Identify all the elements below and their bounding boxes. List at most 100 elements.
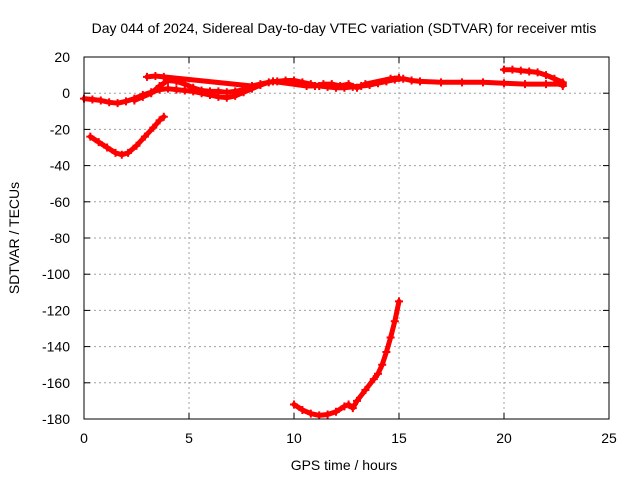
data-point (155, 81, 164, 90)
data-point (319, 80, 328, 89)
data-point (311, 81, 319, 90)
data-point (138, 92, 147, 101)
data-point (458, 78, 466, 87)
data-point (164, 84, 172, 93)
data-point (525, 67, 534, 76)
data-point (516, 66, 525, 75)
data-point (189, 83, 198, 92)
data-point (479, 78, 487, 87)
data-point (206, 87, 214, 96)
grid-lines (84, 57, 609, 419)
data-point (132, 141, 141, 150)
data-point (140, 132, 149, 141)
data-point (143, 72, 151, 81)
data-point (353, 83, 361, 92)
data-point (298, 405, 307, 414)
data-point (382, 348, 391, 357)
data-point (117, 150, 126, 159)
data-point (88, 95, 97, 104)
data-point (336, 81, 345, 90)
data-point (96, 96, 105, 105)
data-point (390, 317, 399, 326)
data-point (327, 80, 336, 89)
data-point (151, 72, 160, 81)
tick-labels: 0 5 10 15 20 25 -180 -160 -140 -120 -100 -80 -60 -40 -… (42, 49, 617, 446)
data-point (248, 81, 256, 90)
data-point (521, 80, 529, 89)
data-point (124, 148, 133, 157)
data-point (344, 400, 353, 409)
data-point (378, 360, 387, 369)
series-line (291, 298, 402, 418)
data-point (103, 143, 112, 152)
y-tick-label: -40 (50, 158, 70, 174)
y-tick-label: 0 (62, 85, 70, 101)
x-tick-label: 15 (391, 430, 407, 446)
y-tick-label: -180 (42, 411, 70, 427)
x-tick-label: 0 (80, 430, 88, 446)
data-point (149, 123, 158, 132)
data-point (323, 410, 332, 419)
data-point (369, 375, 378, 384)
y-tick-label: -60 (50, 194, 70, 210)
data-point (374, 369, 382, 378)
data-point (533, 68, 542, 77)
chart-title: Day 044 of 2024, Sidereal Day-to-day VTE… (92, 20, 597, 36)
data-point (256, 80, 265, 89)
data-point (508, 65, 517, 74)
data-point (353, 396, 361, 405)
data-point (111, 148, 120, 157)
y-tick-label: -20 (50, 121, 70, 137)
data-point (344, 80, 353, 89)
data-point (306, 409, 315, 418)
data-point (500, 79, 508, 88)
data-point (315, 411, 324, 420)
data-point (122, 97, 130, 106)
data-point (94, 138, 103, 147)
x-tick-label: 25 (601, 430, 617, 446)
data-point (159, 72, 168, 81)
series-late-arc (500, 65, 567, 90)
data-point (105, 98, 114, 107)
data-point (269, 77, 277, 86)
series-early-dip (86, 112, 168, 159)
data-point (197, 86, 206, 95)
y-tick-label: -140 (42, 339, 70, 355)
data-point (332, 407, 340, 416)
data-point (386, 74, 395, 83)
data-point (437, 78, 445, 87)
x-axis-label: GPS time / hours (291, 457, 398, 473)
data-point (231, 87, 240, 96)
data-point (386, 333, 395, 342)
data-point (500, 65, 508, 74)
y-tick-label: -160 (42, 375, 70, 391)
series-deep-arc (290, 297, 403, 420)
data-point (222, 88, 231, 97)
x-tick-label: 10 (286, 430, 302, 446)
data-series (80, 65, 567, 420)
data-point (214, 87, 223, 96)
data-point (155, 116, 164, 125)
series-tick-cluster (143, 72, 403, 92)
data-point (302, 81, 311, 90)
data-point (147, 89, 156, 98)
data-point (361, 80, 370, 89)
y-axis-label: SDTVAR / TECUs (6, 182, 22, 294)
data-point (348, 404, 357, 413)
data-point (361, 386, 370, 395)
data-point (416, 77, 424, 86)
data-point (550, 74, 559, 83)
data-point (395, 73, 403, 82)
data-point (86, 132, 95, 141)
data-point (542, 80, 550, 89)
x-tick-label: 20 (496, 430, 512, 446)
data-point (395, 297, 403, 306)
data-point (130, 96, 139, 105)
data-point (113, 99, 122, 108)
data-point (542, 71, 550, 80)
axis-ticks (83, 56, 610, 420)
x-tick-label: 5 (185, 430, 193, 446)
data-point (159, 112, 168, 121)
data-point (407, 76, 416, 85)
